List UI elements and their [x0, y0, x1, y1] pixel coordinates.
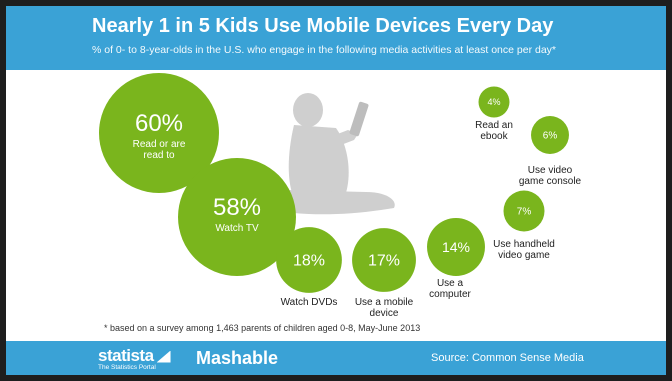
child-illustration	[266, 93, 395, 215]
bubble-4	[427, 218, 485, 276]
chart-subtitle: % of 0- to 8-year-olds in the U.S. who e…	[92, 44, 557, 56]
bubble-1	[178, 158, 296, 276]
mashable-logo: Mashable	[196, 348, 279, 368]
bubble-5	[503, 190, 545, 232]
header-band: Nearly 1 in 5 Kids Use Mobile Devices Ev…	[6, 6, 666, 70]
bubble-2	[276, 227, 342, 293]
bubble-7	[478, 86, 510, 118]
bubble-value-1: 58%	[213, 194, 261, 221]
bubble-3	[352, 228, 416, 292]
bubble-label-7: Read an ebook	[475, 120, 513, 142]
child-legs	[266, 190, 395, 215]
bubble-6	[531, 116, 569, 154]
bubble-0	[99, 73, 219, 193]
bubble-label-2: Watch DVDs	[281, 297, 338, 308]
bubble-value-3: 17%	[368, 253, 400, 270]
infographic: Nearly 1 in 5 Kids Use Mobile Devices Ev…	[6, 6, 666, 375]
source-note: Source: Common Sense Media	[431, 352, 584, 364]
bubble-value-7: 4%	[487, 97, 500, 107]
bubble-label-3: Use a mobile device	[355, 297, 414, 319]
bubble-value-6: 6%	[543, 131, 558, 142]
statista-logo: statista	[98, 346, 171, 366]
bubble-value-0: 60%	[135, 110, 183, 137]
chart-title: Nearly 1 in 5 Kids Use Mobile Devices Ev…	[92, 15, 554, 37]
statista-mark-icon	[156, 350, 171, 363]
bubble-value-2: 18%	[293, 253, 325, 270]
footnote: * based on a survey among 1,463 parents …	[104, 323, 421, 333]
bubble-label-6: Use video game console	[519, 165, 582, 187]
statista-logo-text: statista	[98, 346, 154, 365]
child-arm	[322, 130, 358, 150]
bubble-chart: 60%Read or are read to 58% Watch TV 18% Watch…	[99, 73, 582, 319]
bubble-value-5: 7%	[517, 207, 532, 218]
bubble-value-4: 14%	[442, 239, 470, 255]
bubble-label-0: Read or are read to	[133, 139, 186, 161]
statista-tagline: The Statistics Portal	[98, 364, 156, 371]
tablet-device	[349, 101, 369, 137]
bubble-label-1: Watch TV	[215, 223, 259, 234]
bubble-label-4: Use a computer	[429, 278, 471, 300]
bubble-label-5: Use handheld video game	[493, 239, 555, 261]
child-head	[293, 93, 323, 127]
footer-band: statista The Statistics Portal Mashable …	[6, 341, 666, 375]
